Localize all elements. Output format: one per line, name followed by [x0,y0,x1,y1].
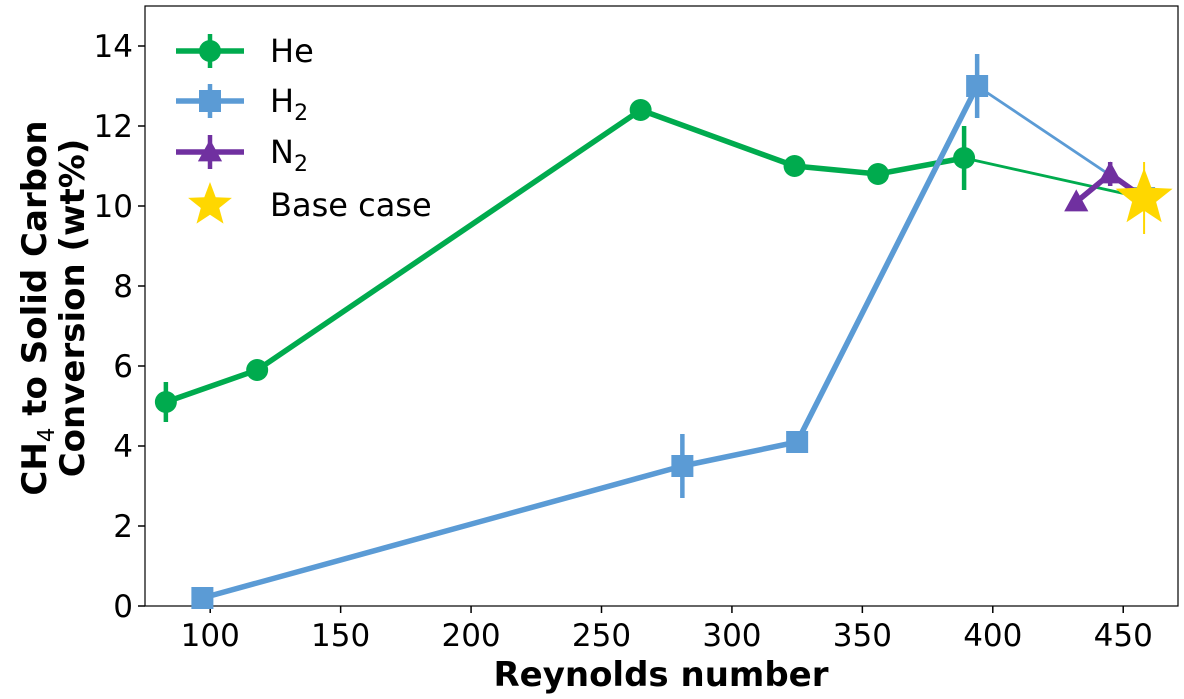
legend-entry-he: He [176,32,314,70]
x-tick-label-4: 300 [702,618,761,654]
y-tick-label-5: 10 [94,189,133,225]
legend-label-he: He [270,32,314,70]
x-tick-label-6: 400 [963,618,1022,654]
y-axis-title-sub: 4 [34,428,60,443]
h2-point-3 [966,75,989,97]
legend-entry-n2: N2 [176,133,308,177]
legend-label-base: Base case [270,186,432,224]
y-axis-title-ch: CH [15,442,55,495]
he-segment-2 [637,107,798,169]
series-layer [154,54,1173,609]
he-point-2 [629,99,652,121]
legend-marker-base [188,182,232,224]
legend-label-h2: H2 [270,82,308,126]
he-segment-0 [163,367,260,405]
x-axis-ticks: 100 150 200 250 300 350 400 450 [181,606,1153,654]
x-tick-label-5: 350 [833,618,892,654]
series-he [154,99,1156,422]
h2-point-2 [786,431,809,453]
y-tick-label-3: 6 [113,349,133,385]
he-segment-4 [875,155,967,177]
series-h2 [191,54,1156,609]
he-point-4 [867,163,890,185]
he-point-5 [953,147,976,169]
plot-frame [144,5,1179,607]
x-tick-label-2: 200 [441,618,500,654]
y-axis-ticks: 0 2 4 6 8 10 12 14 [94,29,145,625]
he-segment-3 [791,163,881,177]
y-axis-title-line2: Conversion (wt%) [53,139,93,478]
h2-segment-1 [679,439,800,469]
he-segment-5 [962,156,1146,200]
x-tick-label-3: 250 [572,618,631,654]
legend-marker-n2 [197,139,223,162]
x-tick-label-1: 150 [311,618,370,654]
y-tick-label-6: 12 [94,109,133,145]
n2-point-0 [1064,189,1089,212]
legend-entry-base: Base case [188,182,432,224]
y-tick-label-1: 2 [113,509,133,545]
series-base [1115,162,1173,234]
y-axis-title-rest: to Solid Carbon [15,120,55,427]
he-point-3 [783,155,806,177]
legend-marker-h2 [199,90,221,112]
h2-segment-0 [199,463,686,601]
legend-label-n2: N2 [270,133,308,177]
n2-point-1 [1098,161,1123,184]
x-tick-label-7: 450 [1094,618,1153,654]
y-axis-title-line1: CH4 to Solid Carbon [15,120,60,495]
y-axis-title: CH4 to Solid Carbon Conversion (wt%) [15,120,93,495]
he-point-1 [246,359,269,381]
h2-segment-2 [794,83,980,445]
he-segment-1 [254,107,644,373]
h2-point-0 [191,587,214,609]
base-point-0 [1115,168,1173,223]
x-axis-title: Reynolds number [493,655,828,695]
y-tick-label-0: 0 [113,589,133,625]
x-tick-label-0: 100 [181,618,240,654]
y-tick-label-4: 8 [113,269,133,305]
y-tick-label-2: 4 [113,429,133,465]
legend-marker-he [199,40,221,62]
h2-point-1 [671,455,694,477]
he-point-0 [154,391,177,413]
legend: He H2 N2 Base case [176,32,432,224]
legend-entry-h2: H2 [176,82,308,126]
y-tick-label-7: 14 [94,29,133,65]
